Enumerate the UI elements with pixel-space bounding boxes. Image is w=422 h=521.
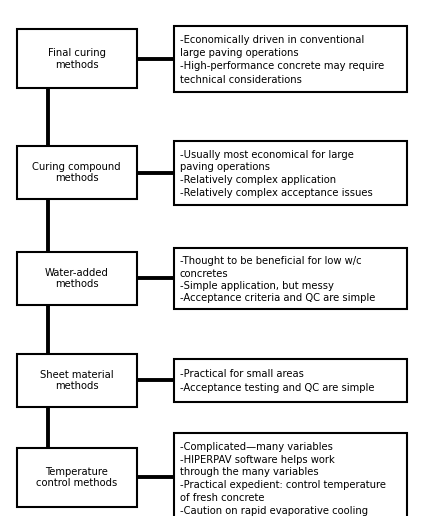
- FancyBboxPatch shape: [16, 146, 137, 200]
- Text: -HIPERPAV software helps work: -HIPERPAV software helps work: [180, 454, 335, 465]
- Text: -Relatively complex acceptance issues: -Relatively complex acceptance issues: [180, 188, 373, 198]
- Text: Curing compound
methods: Curing compound methods: [32, 162, 121, 183]
- Text: -Relatively complex application: -Relatively complex application: [180, 175, 336, 185]
- Text: -Usually most economical for large: -Usually most economical for large: [180, 150, 354, 160]
- Text: -High-performance concrete may require: -High-performance concrete may require: [180, 61, 384, 71]
- FancyBboxPatch shape: [174, 248, 407, 309]
- Text: Temperature
control methods: Temperature control methods: [36, 467, 117, 488]
- Text: Water-added
methods: Water-added methods: [45, 268, 108, 289]
- FancyBboxPatch shape: [174, 359, 407, 402]
- Text: Final curing
methods: Final curing methods: [48, 48, 106, 70]
- FancyBboxPatch shape: [16, 354, 137, 407]
- Text: -Simple application, but messy: -Simple application, but messy: [180, 281, 334, 291]
- Text: technical considerations: technical considerations: [180, 75, 302, 85]
- Text: -Acceptance testing and QC are simple: -Acceptance testing and QC are simple: [180, 383, 374, 393]
- Text: -Economically driven in conventional: -Economically driven in conventional: [180, 35, 364, 45]
- FancyBboxPatch shape: [16, 252, 137, 305]
- Text: -Acceptance criteria and QC are simple: -Acceptance criteria and QC are simple: [180, 293, 375, 303]
- Text: paving operations: paving operations: [180, 163, 270, 172]
- FancyBboxPatch shape: [174, 433, 407, 521]
- FancyBboxPatch shape: [174, 141, 407, 205]
- Text: concretes: concretes: [180, 268, 229, 279]
- Text: -Complicated—many variables: -Complicated—many variables: [180, 442, 333, 452]
- Text: large paving operations: large paving operations: [180, 48, 299, 58]
- Text: Sheet material
methods: Sheet material methods: [40, 370, 114, 391]
- Text: -Practical expedient: control temperature: -Practical expedient: control temperatur…: [180, 480, 386, 490]
- FancyBboxPatch shape: [16, 448, 137, 507]
- Text: through the many variables: through the many variables: [180, 467, 319, 477]
- Text: -Practical for small areas: -Practical for small areas: [180, 369, 304, 379]
- FancyBboxPatch shape: [16, 30, 137, 88]
- Text: -Caution on rapid evaporative cooling: -Caution on rapid evaporative cooling: [180, 505, 368, 516]
- Text: of fresh concrete: of fresh concrete: [180, 493, 265, 503]
- Text: -Thought to be beneficial for low w/c: -Thought to be beneficial for low w/c: [180, 256, 362, 266]
- FancyBboxPatch shape: [174, 26, 407, 92]
